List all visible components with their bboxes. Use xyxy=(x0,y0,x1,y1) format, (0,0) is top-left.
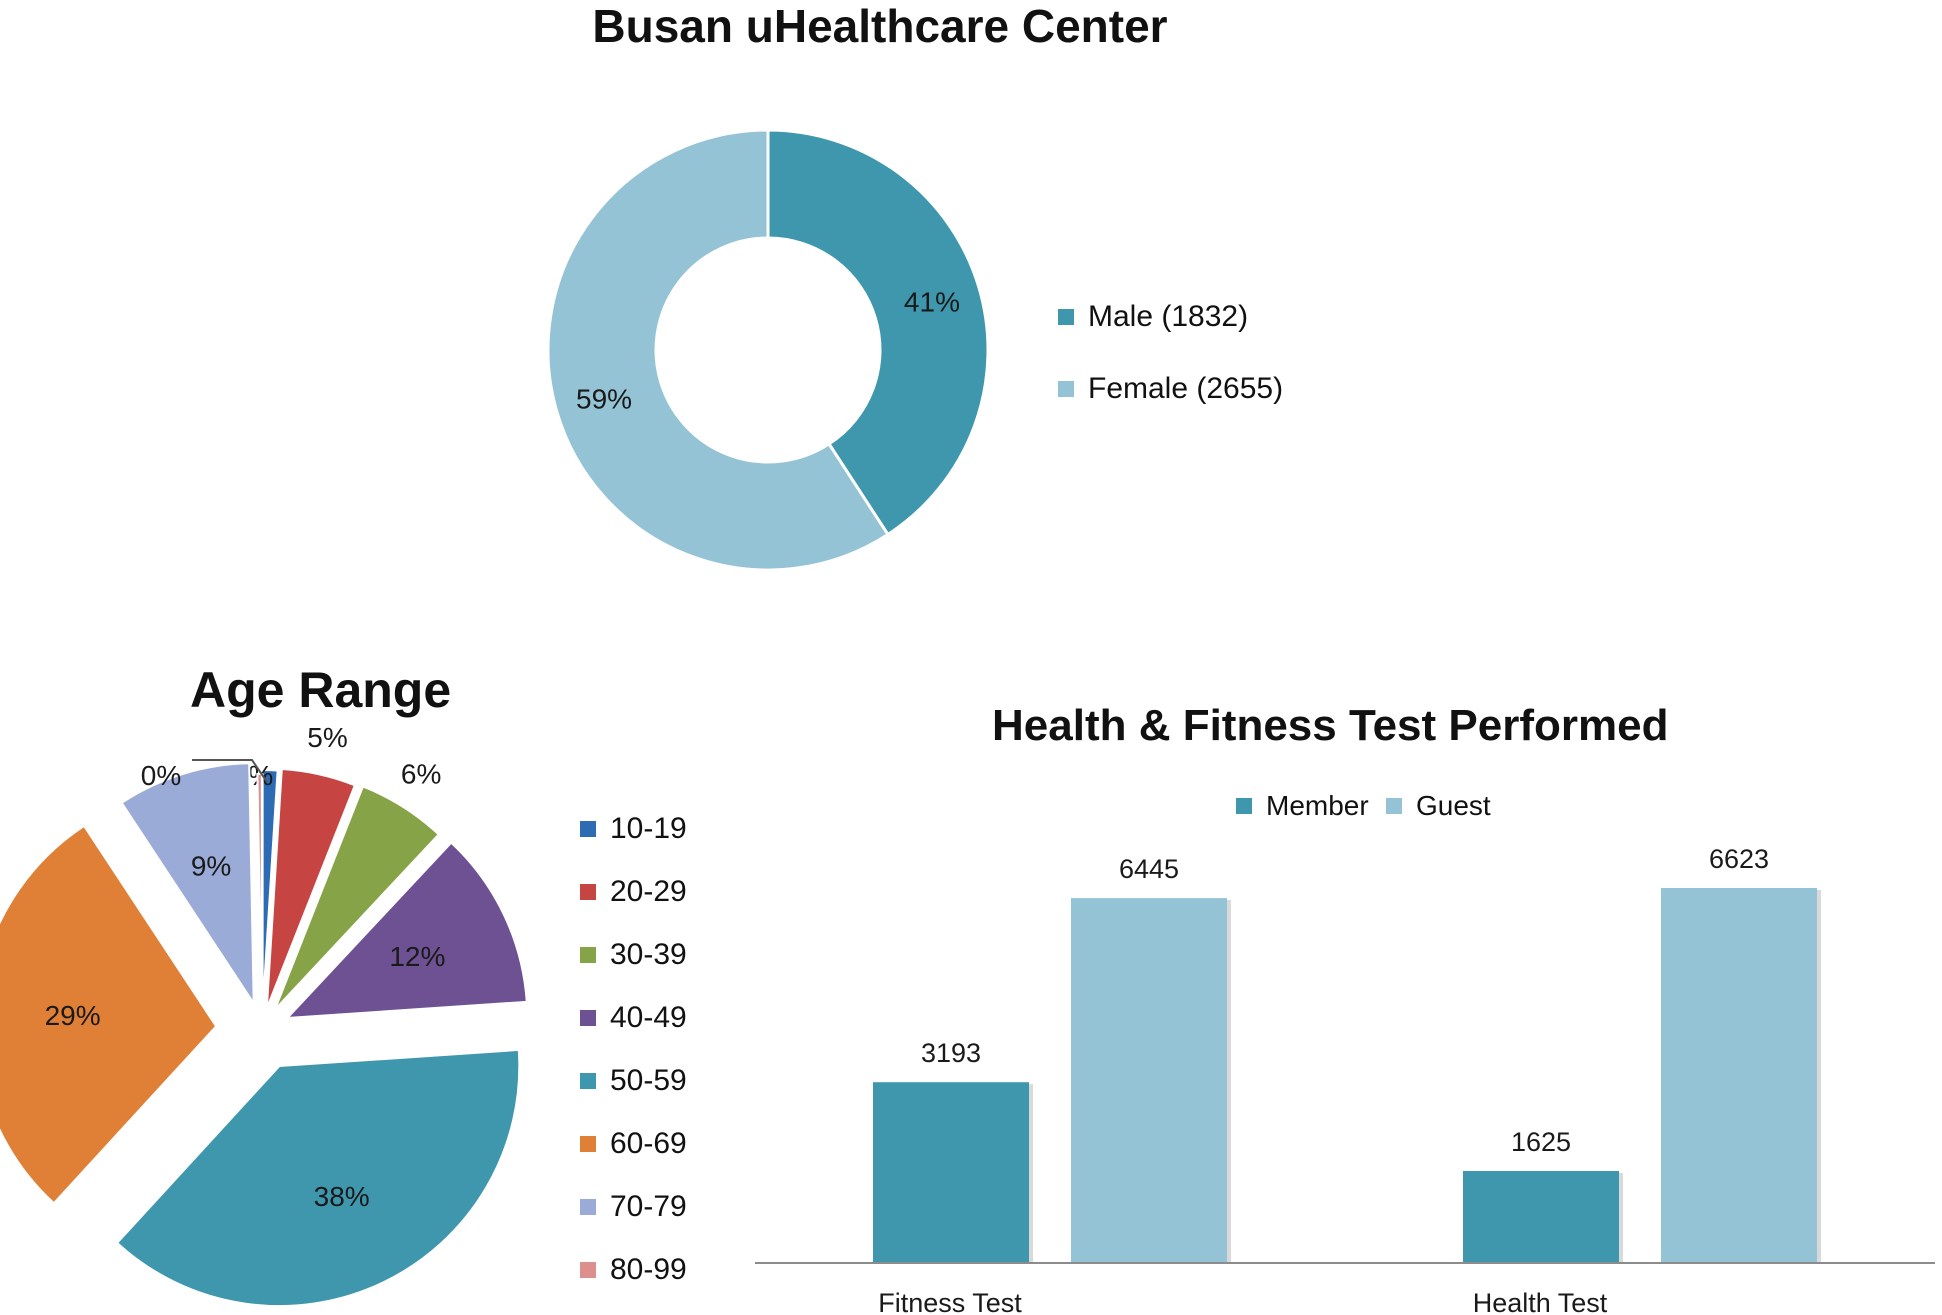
bar-guest-health-test xyxy=(1661,888,1817,1263)
legend-guest-swatch xyxy=(1386,798,1402,814)
x-tick-health-test: Health Test xyxy=(1473,1288,1608,1315)
bar-value-member-health-test: 1625 xyxy=(1511,1127,1571,1157)
legend-member-swatch xyxy=(1236,798,1252,814)
test-bar-chart: 3193 6445 Fitness Test 1625 6623 Health Test xyxy=(0,0,1942,1315)
bar-guest-fitness-test xyxy=(1071,898,1227,1263)
legend-guest: Guest xyxy=(1386,790,1491,822)
bar-value-guest-fitness-test: 6445 xyxy=(1119,854,1179,884)
bar-member-health-test xyxy=(1463,1171,1619,1263)
bar-value-guest-health-test: 6623 xyxy=(1709,844,1769,874)
legend-member-label: Member xyxy=(1266,790,1369,822)
x-tick-fitness-test: Fitness Test xyxy=(878,1288,1022,1315)
bar-value-member-fitness-test: 3193 xyxy=(921,1038,981,1068)
legend-member: Member xyxy=(1236,790,1369,822)
legend-guest-label: Guest xyxy=(1416,790,1491,822)
bar-member-fitness-test xyxy=(873,1082,1029,1263)
